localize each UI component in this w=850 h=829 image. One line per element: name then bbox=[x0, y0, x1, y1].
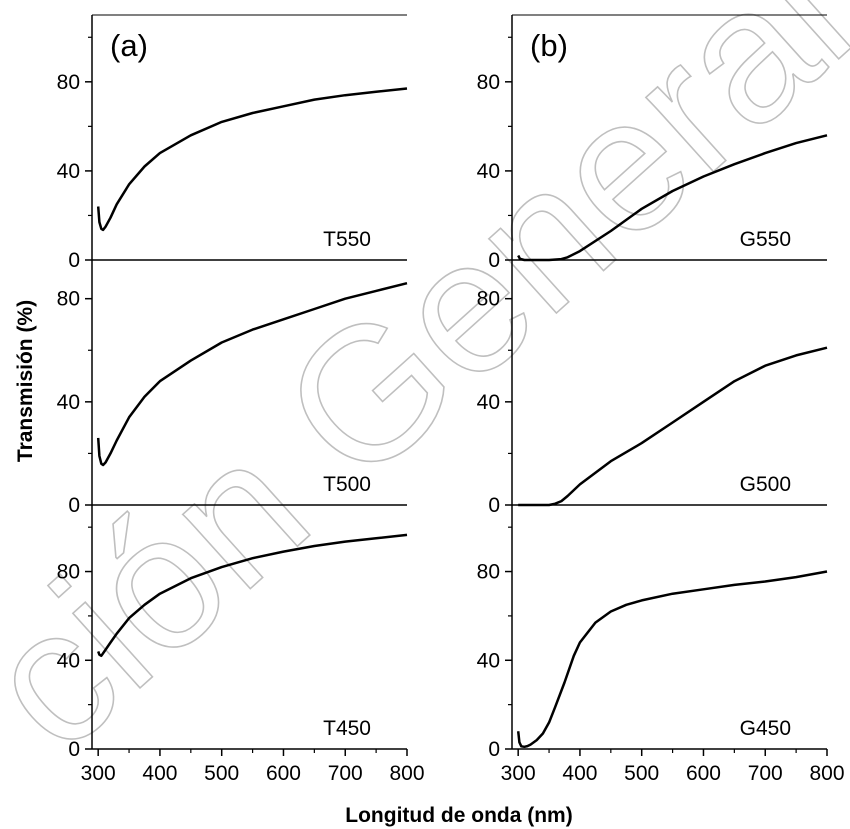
y-tick-label: 80 bbox=[477, 561, 500, 584]
watermark-text: ción General de Biblio bbox=[0, 0, 850, 791]
y-tick-label: 0 bbox=[68, 494, 80, 517]
subplot-t450: 0 40 80 300 400 500 600 700 800 T450 bbox=[57, 505, 425, 785]
series-line-g500 bbox=[518, 346, 828, 507]
sample-label-g450: G450 bbox=[740, 717, 791, 740]
x-tick-label: 300 bbox=[501, 762, 536, 785]
x-tick-label: 500 bbox=[204, 762, 239, 785]
y-tick-label: 80 bbox=[57, 71, 80, 94]
y-tick-label: 0 bbox=[488, 249, 500, 272]
watermark: ción General de Biblio bbox=[0, 0, 850, 791]
y-tick-label: 80 bbox=[57, 561, 80, 584]
y-tick-label: 0 bbox=[68, 738, 80, 761]
x-tick-label: 300 bbox=[81, 762, 116, 785]
series-line-t500 bbox=[96, 281, 408, 467]
x-tick-label: 400 bbox=[562, 762, 597, 785]
y-tick-label: 80 bbox=[477, 71, 500, 94]
subplot-g500: 0 40 80 G500 bbox=[477, 260, 828, 517]
x-tick-label: 500 bbox=[624, 762, 659, 785]
subplot-g450: 0 40 80 300 400 500 600 700 800 G450 bbox=[477, 505, 845, 785]
y-tick-label: 40 bbox=[477, 649, 500, 672]
subplot-t550: 0 40 80 T550 bbox=[57, 14, 408, 272]
subplot-t500: 0 40 80 T500 bbox=[57, 260, 408, 517]
subplot-g550: 0 40 80 G550 bbox=[477, 14, 828, 272]
series-line-t450 bbox=[97, 533, 408, 658]
x-axis-title: Longitud de onda (nm) bbox=[345, 804, 572, 827]
y-tick-label: 40 bbox=[57, 160, 80, 183]
y-tick-label: 0 bbox=[488, 738, 500, 761]
y-tick-label: 40 bbox=[57, 649, 80, 672]
sample-label-t450: T450 bbox=[323, 717, 371, 740]
y-tick-label: 40 bbox=[477, 160, 500, 183]
x-tick-label: 800 bbox=[389, 762, 424, 785]
x-tick-label: 600 bbox=[266, 762, 301, 785]
y-tick-label: 40 bbox=[477, 391, 500, 414]
y-tick-label: 0 bbox=[488, 494, 500, 517]
series-line-g450 bbox=[516, 570, 828, 749]
y-tick-label: 40 bbox=[57, 391, 80, 414]
series-line-g550 bbox=[517, 134, 828, 262]
sample-label-g550: G550 bbox=[740, 228, 791, 251]
panel-label-b: (b) bbox=[530, 28, 568, 63]
x-tick-label: 700 bbox=[328, 762, 363, 785]
x-tick-label: 800 bbox=[809, 762, 844, 785]
panel-label-a: (a) bbox=[110, 28, 148, 63]
x-tick-label: 700 bbox=[748, 762, 783, 785]
sample-label-t500: T500 bbox=[323, 473, 371, 496]
x-tick-label: 600 bbox=[686, 762, 721, 785]
series-line-t550 bbox=[96, 87, 408, 232]
sample-label-g500: G500 bbox=[740, 473, 791, 496]
x-tick-label: 400 bbox=[142, 762, 177, 785]
y-tick-label: 80 bbox=[57, 288, 80, 311]
y-axis-title: Transmisión (%) bbox=[14, 300, 37, 462]
y-tick-label: 0 bbox=[68, 249, 80, 272]
sample-label-t550: T550 bbox=[323, 228, 371, 251]
y-tick-label: 80 bbox=[477, 288, 500, 311]
